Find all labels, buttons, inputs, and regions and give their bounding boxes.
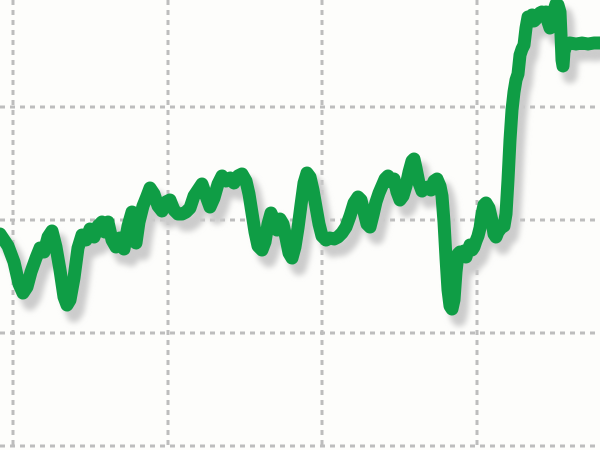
price-line bbox=[0, 0, 600, 316]
